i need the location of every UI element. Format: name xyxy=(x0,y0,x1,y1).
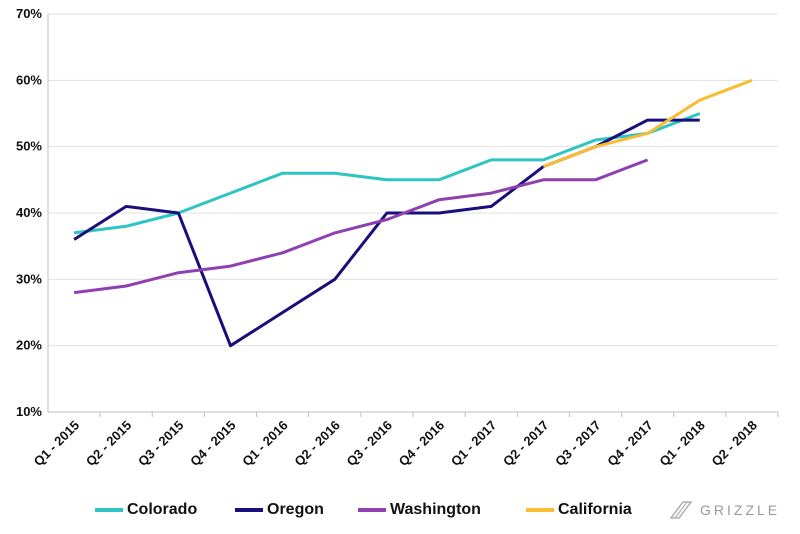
x-tick-label: Q4 - 2015 xyxy=(187,418,238,469)
legend-swatch-california xyxy=(526,508,554,512)
y-tick-label: 10% xyxy=(16,404,42,419)
y-tick-label: 30% xyxy=(16,271,42,286)
legend-item-oregon: Oregon xyxy=(235,496,324,524)
legend-item-washington: Washington xyxy=(358,496,481,524)
legend-swatch-washington xyxy=(358,508,386,512)
legend-label-california: California xyxy=(558,501,632,518)
brand-watermark: GRIZZLE xyxy=(668,494,798,526)
x-tick-label: Q1 - 2018 xyxy=(656,418,707,469)
legend-label-washington: Washington xyxy=(390,501,481,518)
y-axis-ticks: 10% 20% 30% 40% 50% 60% 70% xyxy=(16,6,42,419)
x-tick-label: Q3 - 2016 xyxy=(344,418,395,469)
legend: Colorado Oregon Washington California xyxy=(0,496,800,524)
x-tick-label: Q1 - 2015 xyxy=(31,418,82,469)
y-tick-label: 50% xyxy=(16,139,42,154)
series-line-oregon xyxy=(73,118,700,348)
legend-swatch-oregon xyxy=(235,508,263,512)
x-tick-label: Q1 - 2017 xyxy=(448,418,499,469)
x-tick-label: Q4 - 2016 xyxy=(396,418,447,469)
x-tick-label: Q3 - 2015 xyxy=(135,418,186,469)
series-line-washington xyxy=(73,158,649,295)
y-tick-label: 70% xyxy=(16,6,42,21)
x-tick-label: Q4 - 2017 xyxy=(604,418,655,469)
x-tick-label: Q2 - 2018 xyxy=(709,418,760,469)
legend-label-colorado: Colorado xyxy=(127,501,198,518)
brand-name: GRIZZLE xyxy=(700,502,781,518)
legend-label-oregon: Oregon xyxy=(267,501,324,518)
x-tick-label: Q2 - 2016 xyxy=(291,418,342,469)
y-tick-label: 60% xyxy=(16,72,42,87)
x-tick-label: Q2 - 2017 xyxy=(500,418,551,469)
legend-item-california: California xyxy=(526,496,632,524)
line-chart: 10% 20% 30% 40% 50% 60% 70% Q1 - 2015 Q2 - 2015… xyxy=(16,6,779,469)
legend-swatch-colorado xyxy=(95,508,123,512)
legend-item-colorado: Colorado xyxy=(95,496,197,524)
y-tick-label: 40% xyxy=(16,205,42,220)
x-tick-label: Q2 - 2015 xyxy=(83,418,134,469)
y-tick-label: 20% xyxy=(16,338,42,353)
x-tick-label: Q1 - 2016 xyxy=(239,418,290,469)
series-lines xyxy=(73,78,753,348)
x-tick-label: Q3 - 2017 xyxy=(552,418,603,469)
grizzle-logo-icon xyxy=(669,501,693,519)
x-axis-ticks: Q1 - 2015 Q2 - 2015 Q3 - 2015 Q4 - 2015 Q1 -… xyxy=(31,412,779,469)
series-line-california xyxy=(542,78,753,169)
